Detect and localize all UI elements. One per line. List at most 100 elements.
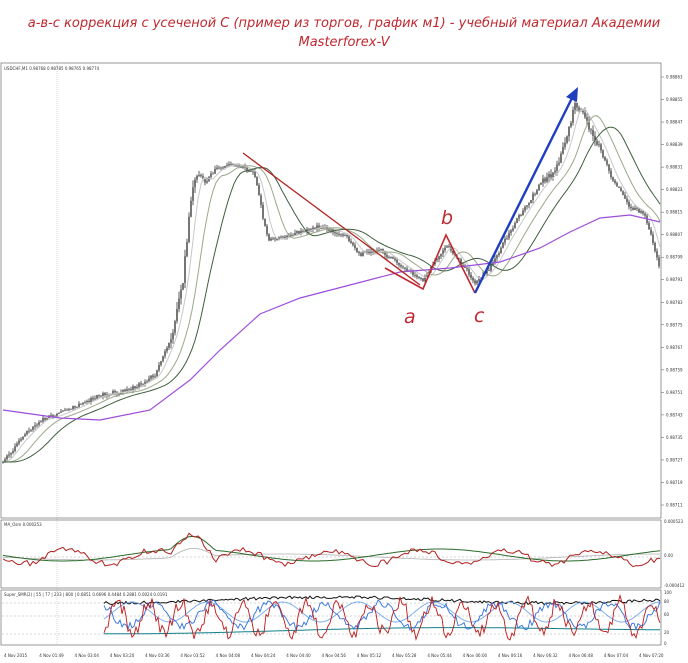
candle-body [486, 270, 488, 274]
time-tick-label: 4 Nov 04:56 [322, 653, 347, 658]
candle-body [562, 147, 564, 154]
price-tick-label: 0.98767 [666, 345, 683, 350]
candle-body [604, 157, 606, 161]
candle-body [148, 378, 150, 382]
candle-body [616, 182, 618, 187]
decline-trendline-end [359, 239, 421, 286]
candle-body [568, 126, 570, 137]
time-tick-label: 4 Nov 06:32 [533, 653, 558, 658]
candle-body [370, 251, 372, 254]
candle-body [640, 211, 642, 213]
candle-body [336, 233, 338, 235]
candle-body [438, 256, 440, 260]
candle-body [340, 234, 342, 236]
ma-oscillator [2, 532, 661, 568]
candle-body [314, 227, 316, 230]
candle-body [622, 191, 624, 195]
candle-body [80, 403, 82, 405]
candle-body [226, 165, 228, 166]
candle-body [32, 426, 34, 430]
price-tick-label: 0.98791 [666, 277, 683, 282]
candle-body [346, 235, 348, 237]
candle-body [426, 275, 428, 277]
candle-body [546, 177, 548, 182]
candle-body [540, 182, 542, 185]
osc-pane-header: MA_Osm 0.000253 [4, 522, 42, 527]
candle-body [114, 390, 116, 393]
candle-body [286, 235, 288, 239]
candle-body [600, 144, 602, 151]
candle-body [230, 163, 232, 165]
candle-body [270, 238, 272, 241]
candle-body [610, 170, 612, 178]
candle-body [190, 200, 192, 217]
candle-body [120, 392, 122, 394]
candle-body [624, 194, 626, 199]
candle-body [334, 232, 336, 234]
candle-body [306, 229, 308, 232]
candle-body [8, 454, 10, 456]
candle-body [508, 232, 510, 239]
candle-body [128, 389, 130, 391]
candle-body [40, 421, 42, 423]
candle-body [18, 440, 20, 444]
candle-body [10, 452, 12, 455]
chart-title: a-в-с коррекция с усеченой С (пример из … [0, 14, 688, 52]
price-tick-label: 0.98807 [666, 232, 683, 237]
candle-body [294, 232, 296, 236]
candle-body [90, 398, 92, 403]
price-tick-label: 0.98847 [666, 120, 683, 125]
candle-body [628, 201, 630, 207]
candle-body [368, 251, 370, 254]
candle-body [78, 403, 80, 408]
candle-body [38, 422, 40, 425]
candle-body [620, 187, 622, 192]
candle-body [382, 248, 384, 252]
candle-body [134, 386, 136, 389]
price-tick-label: 0.98775 [666, 322, 683, 327]
candle-body [4, 459, 6, 463]
candle-body [612, 177, 614, 181]
candle-body [168, 342, 170, 348]
candle-body [186, 241, 188, 257]
candle-body [262, 204, 264, 219]
price-tick-label: 0.98719 [666, 480, 683, 485]
stoch-pane-header: Super_SMR(2) | 55 | 77 | 233 | 800 | 0.6… [4, 592, 168, 597]
candle-body [260, 195, 262, 205]
candle-body [202, 176, 204, 180]
osc-pane-frame [0, 519, 662, 589]
candle-body [206, 181, 208, 183]
candle-body [236, 165, 238, 167]
candle-body [172, 332, 174, 340]
candle-body [652, 234, 654, 244]
candle-body [276, 238, 278, 240]
ma-mid-line [3, 115, 661, 463]
stoch-red-line [103, 593, 661, 642]
candle-body [274, 238, 276, 240]
candle-body [422, 278, 424, 281]
stoch-black-line [103, 595, 661, 606]
candle-body [418, 277, 420, 278]
time-tick-label: 4 Nov 06:48 [568, 653, 593, 658]
candle-body [150, 375, 152, 379]
stoch-tick: 0 [664, 641, 667, 646]
candle-body [416, 275, 418, 278]
candle-body [218, 167, 220, 169]
osc-signal-line [2, 548, 660, 561]
stoch-tick: 20 [664, 630, 670, 635]
stoch-teal-line [104, 627, 660, 635]
super-oscillator [2, 593, 661, 642]
candle-body [248, 171, 250, 172]
decline-trendline [242, 152, 361, 241]
candle-body [242, 165, 244, 168]
candle-body [404, 267, 406, 269]
osc-slow-line [2, 535, 661, 562]
candle-body [520, 214, 522, 216]
candle-body [238, 165, 240, 167]
candle-body [534, 193, 536, 195]
stoch-lightblue-line [103, 601, 661, 623]
candle-body [192, 187, 194, 201]
candle-body [614, 180, 616, 183]
candle-body [644, 213, 646, 216]
candle-body [180, 289, 182, 299]
